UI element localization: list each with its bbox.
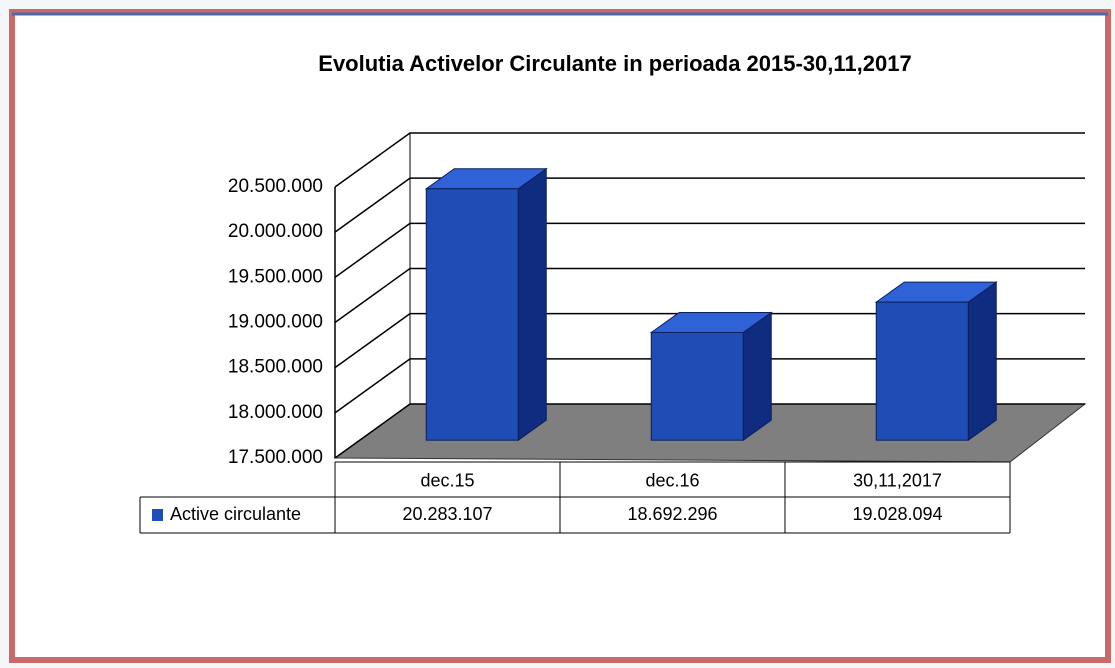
- bar: [875, 301, 969, 441]
- bar-side: [742, 311, 772, 442]
- grid-line: [334, 403, 1085, 459]
- x-tick-label: 30,11,2017: [853, 470, 942, 490]
- grid-line: [334, 222, 1085, 278]
- bar-side: [967, 281, 997, 442]
- grid-line: [334, 358, 1085, 414]
- y-tick-label: 20.000.000: [228, 221, 323, 242]
- data-label: 20.283.107: [402, 504, 492, 524]
- y-tick-label: 20.500.000: [228, 176, 323, 197]
- grid-line: [334, 177, 1085, 233]
- grid-line: [334, 132, 1085, 188]
- chart-title: Evolutia Activelor Circulante in perioad…: [318, 51, 911, 76]
- y-tick-label: 18.000.000: [228, 402, 323, 423]
- data-label: 18.692.296: [627, 504, 717, 524]
- y-tick-label: 19.500.000: [228, 266, 323, 287]
- grid-line: [334, 312, 1085, 369]
- y-tick-label: 18.500.000: [228, 357, 323, 378]
- y-tick-label: 17.500.000: [228, 447, 323, 468]
- legend-label: Active circulante: [170, 504, 301, 524]
- x-tick-label: dec.16: [645, 470, 699, 490]
- bar: [425, 188, 519, 441]
- bar-side: [517, 167, 547, 442]
- grid-line: [334, 267, 1085, 324]
- y-tick-label: 19.000.000: [228, 312, 323, 333]
- legend-swatch: [152, 509, 163, 521]
- data-label: 19.028.094: [852, 504, 942, 524]
- bar: [650, 331, 744, 441]
- x-tick-label: dec.15: [420, 470, 474, 490]
